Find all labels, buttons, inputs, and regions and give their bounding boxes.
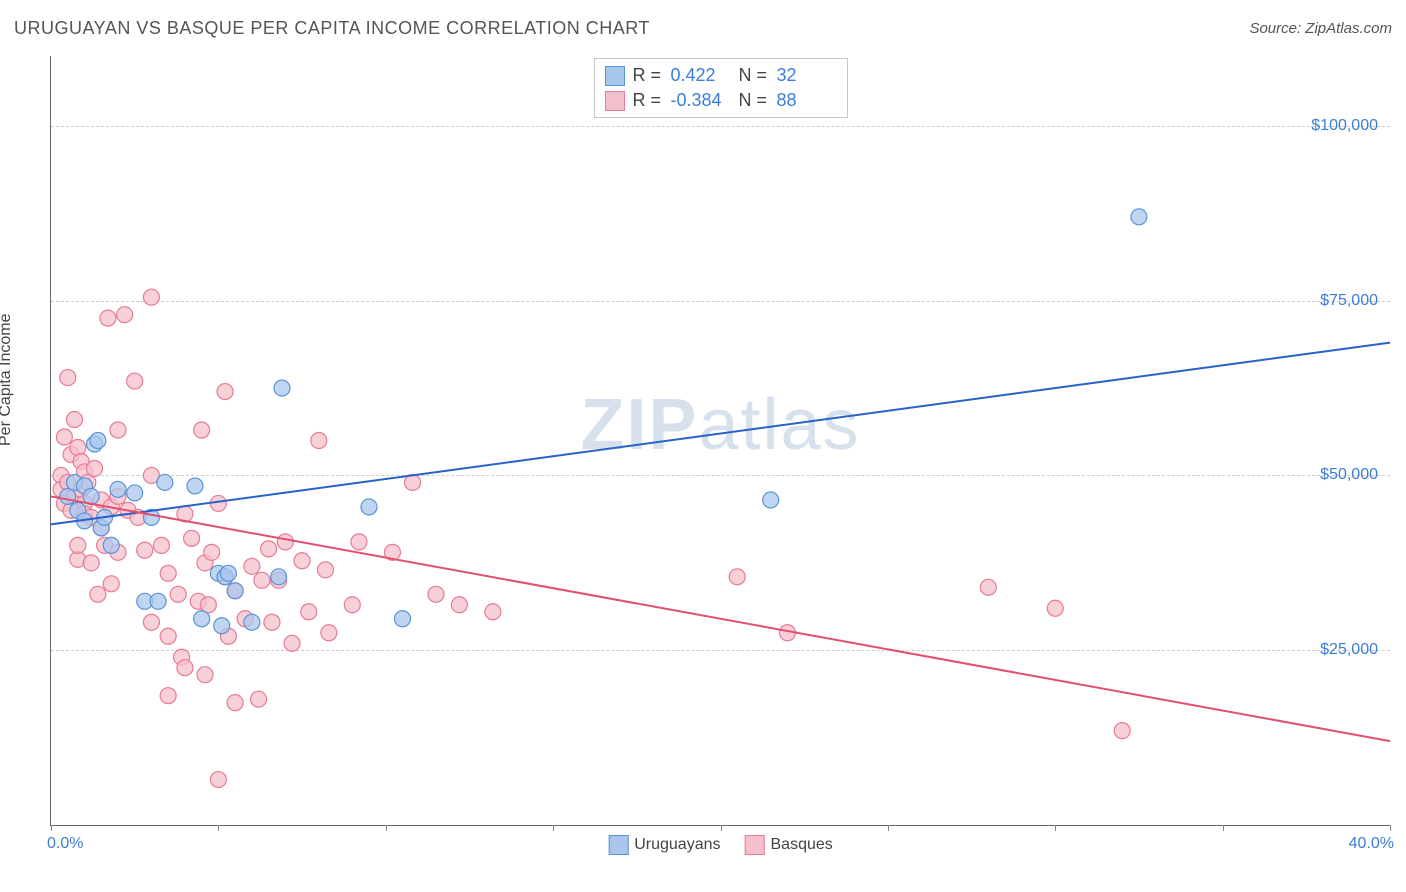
data-point (103, 537, 119, 553)
data-point (204, 544, 220, 560)
data-point (103, 576, 119, 592)
data-point (60, 370, 76, 386)
data-point (160, 565, 176, 581)
data-point (70, 439, 86, 455)
swatch-basques (605, 91, 625, 111)
data-point (763, 492, 779, 508)
data-point (170, 586, 186, 602)
legend-item-basques: Basques (745, 835, 833, 855)
data-point (160, 688, 176, 704)
stats-row-uruguayans: R = 0.422 N = 32 (605, 63, 837, 88)
data-point (261, 541, 277, 557)
y-tick-label: $100,000 (1311, 117, 1378, 135)
data-point (980, 579, 996, 595)
data-point (317, 562, 333, 578)
legend: Uruguayans Basques (608, 835, 833, 855)
data-point (311, 433, 327, 449)
data-point (244, 558, 260, 574)
data-point (344, 597, 360, 613)
plot-area: ZIPatlas R = 0.422 N = 32 R = -0.384 N =… (50, 56, 1390, 826)
data-point (274, 380, 290, 396)
stats-box: R = 0.422 N = 32 R = -0.384 N = 88 (594, 58, 848, 118)
data-point (301, 604, 317, 620)
data-point (184, 530, 200, 546)
y-tick-label: $75,000 (1320, 292, 1378, 310)
data-point (143, 614, 159, 630)
data-point (251, 691, 267, 707)
data-point (137, 542, 153, 558)
data-point (157, 474, 173, 490)
data-point (729, 569, 745, 585)
data-point (83, 555, 99, 571)
data-point (194, 422, 210, 438)
data-point (254, 572, 270, 588)
data-point (277, 534, 293, 550)
data-point (90, 586, 106, 602)
data-point (227, 695, 243, 711)
data-point (451, 597, 467, 613)
data-point (394, 611, 410, 627)
legend-item-uruguayans: Uruguayans (608, 835, 720, 855)
data-point (217, 384, 233, 400)
data-point (56, 429, 72, 445)
trend-line (51, 343, 1390, 525)
data-point (90, 433, 106, 449)
data-point (87, 460, 103, 476)
scatter-chart (51, 56, 1390, 825)
data-point (117, 307, 133, 323)
y-tick-label: $50,000 (1320, 466, 1378, 484)
data-point (214, 618, 230, 634)
data-point (210, 772, 226, 788)
data-point (160, 628, 176, 644)
data-point (177, 660, 193, 676)
data-point (194, 611, 210, 627)
x-axis-max-label: 40.0% (1349, 835, 1394, 853)
source-label: Source: ZipAtlas.com (1249, 20, 1392, 37)
data-point (220, 565, 236, 581)
swatch-uruguayans (605, 66, 625, 86)
data-point (271, 569, 287, 585)
data-point (143, 289, 159, 305)
data-point (110, 422, 126, 438)
data-point (264, 614, 280, 630)
data-point (1114, 723, 1130, 739)
data-point (321, 625, 337, 641)
data-point (187, 478, 203, 494)
data-point (110, 481, 126, 497)
data-point (485, 604, 501, 620)
x-axis-min-label: 0.0% (47, 835, 83, 853)
data-point (153, 537, 169, 553)
data-point (1131, 209, 1147, 225)
data-point (150, 593, 166, 609)
title-bar: URUGUAYAN VS BASQUE PER CAPITA INCOME CO… (14, 18, 1392, 39)
data-point (428, 586, 444, 602)
swatch-basques (745, 835, 765, 855)
stats-row-basques: R = -0.384 N = 88 (605, 88, 837, 113)
y-axis-label: Per Capita Income (0, 313, 15, 446)
data-point (70, 537, 86, 553)
data-point (294, 553, 310, 569)
data-point (284, 635, 300, 651)
data-point (351, 534, 367, 550)
chart-title: URUGUAYAN VS BASQUE PER CAPITA INCOME CO… (14, 18, 650, 39)
data-point (66, 412, 82, 428)
swatch-uruguayans (608, 835, 628, 855)
data-point (1047, 600, 1063, 616)
data-point (127, 373, 143, 389)
data-point (100, 310, 116, 326)
data-point (127, 485, 143, 501)
data-point (197, 667, 213, 683)
data-point (361, 499, 377, 515)
data-point (244, 614, 260, 630)
data-point (227, 583, 243, 599)
y-tick-label: $25,000 (1320, 641, 1378, 659)
